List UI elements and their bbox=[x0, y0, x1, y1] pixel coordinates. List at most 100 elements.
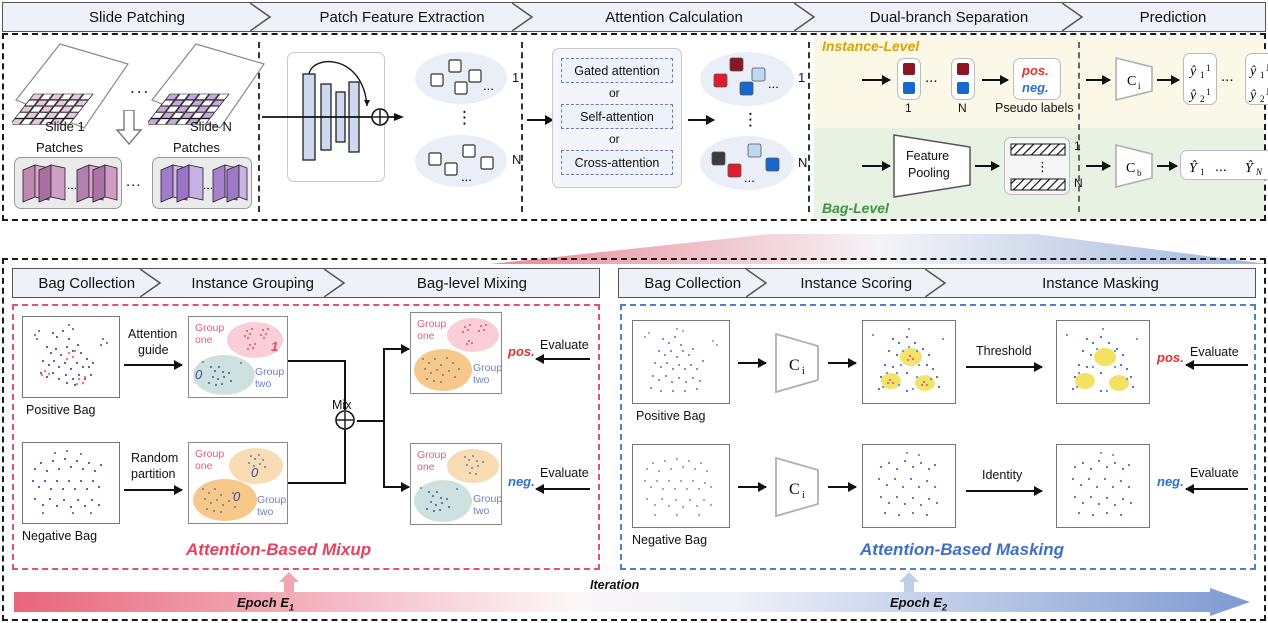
attention-guide-line1: Attention bbox=[128, 327, 178, 341]
masking-positive-bag-label: Positive Bag bbox=[636, 409, 706, 423]
stage-instance-masking[interactable]: Instance Masking bbox=[946, 269, 1255, 297]
stage-label: Instance Masking bbox=[1042, 274, 1159, 292]
stage-label: Attention Calculation bbox=[605, 8, 743, 26]
stage-attention-calculation[interactable]: Attention Calculation bbox=[533, 3, 816, 31]
stage-prediction[interactable]: Prediction bbox=[1083, 3, 1263, 31]
svg-text:C: C bbox=[1126, 161, 1135, 176]
svg-text:...: ... bbox=[461, 169, 472, 184]
instance-outputs-ellipsis: ... bbox=[1221, 68, 1234, 85]
group-two-orange-ellipse bbox=[193, 479, 257, 521]
group-one-l1: Group bbox=[417, 449, 447, 461]
stage-patch-feature-extraction[interactable]: Patch Feature Extraction bbox=[271, 3, 534, 31]
chevron-right-icon bbox=[323, 269, 346, 297]
weighted-bag-n-instances-icon: ... bbox=[711, 143, 780, 185]
slide-1-illustration bbox=[12, 43, 129, 129]
masking-evaluate-pos-label: Evaluate bbox=[1190, 345, 1239, 359]
masked-positive-box bbox=[1056, 320, 1150, 404]
weighted-bag-1-instances-icon: ... bbox=[713, 57, 779, 96]
arrow-posbag-to-classifier bbox=[738, 358, 767, 368]
group-two-l2: two bbox=[255, 377, 272, 390]
chevron-right-icon bbox=[250, 3, 272, 31]
svg-text:1: 1 bbox=[271, 339, 278, 354]
stage-instance-grouping[interactable]: Instance Grouping bbox=[161, 269, 346, 297]
stage-masking-bag-collection[interactable]: Bag Collection bbox=[619, 269, 767, 297]
arrow-classifier-to-scored-pos bbox=[828, 358, 857, 368]
epoch-2-label: Epoch E2 bbox=[890, 595, 947, 613]
epoch-timeline-arrow bbox=[14, 588, 1250, 616]
instance-level-label: Instance-Level bbox=[822, 38, 920, 54]
negative-grouping-box: 0 0 Group one Group two bbox=[188, 442, 288, 524]
bag-feature-1-index: 1 bbox=[1074, 139, 1081, 153]
epoch2-marker-arrow bbox=[899, 572, 919, 592]
option-self-attention[interactable]: Self-attention bbox=[561, 104, 673, 129]
patches-right-label: Patches bbox=[173, 140, 220, 155]
mix-label: Mix bbox=[332, 398, 352, 412]
svg-text:1: 1 bbox=[1206, 87, 1211, 97]
stage-instance-scoring[interactable]: Instance Scoring bbox=[767, 269, 947, 297]
bag-n-instances-icon: ... bbox=[428, 144, 494, 184]
instance-n-neg-square bbox=[957, 82, 969, 94]
stage-slide-patching[interactable]: Slide Patching bbox=[3, 3, 272, 31]
svg-text:0: 0 bbox=[195, 367, 203, 382]
arrow-to-attention bbox=[527, 115, 554, 125]
mixed-neg-teal-ellipse bbox=[414, 480, 472, 522]
group-one-l1: Group bbox=[195, 322, 225, 334]
mix-wire-out-down bbox=[383, 420, 385, 486]
bag-n-index: N bbox=[512, 152, 522, 167]
svg-text:N: N bbox=[1265, 63, 1268, 73]
svg-text:ŷ: ŷ bbox=[1248, 64, 1257, 79]
group-one-l1: Group bbox=[417, 318, 447, 330]
group-two-l2: two bbox=[257, 505, 274, 518]
mixup-evaluate-neg-label: Evaluate bbox=[540, 466, 589, 480]
svg-text:...: ... bbox=[483, 78, 494, 93]
svg-text:...: ... bbox=[1215, 158, 1227, 174]
bag-level-label: Bag-Level bbox=[822, 200, 889, 216]
mixed-negative-box: Group one Group two bbox=[410, 443, 502, 525]
svg-text:b: b bbox=[1137, 168, 1142, 178]
option-gated-attention[interactable]: Gated attention bbox=[561, 58, 673, 83]
arrow-negbag-to-classifier bbox=[738, 482, 767, 492]
residual-add-icon bbox=[262, 108, 404, 126]
arrow-identity bbox=[966, 486, 1043, 496]
mixup-positive-bag-box bbox=[22, 316, 120, 398]
arrow-masking-evaluate-pos bbox=[1185, 360, 1248, 370]
mixup-pos-result-label: pos. bbox=[508, 344, 535, 359]
svg-text:Ŷ: Ŷ bbox=[1189, 159, 1199, 176]
stage-mixup-bag-collection[interactable]: Bag Collection bbox=[13, 269, 161, 297]
svg-text:ŷ: ŷ bbox=[1248, 88, 1257, 103]
stage-dual-branch-separation[interactable]: Dual-branch Separation bbox=[815, 3, 1084, 31]
stage-bag-level-mixing[interactable]: Bag-level Mixing bbox=[345, 269, 599, 297]
arrow-to-feature-pooling bbox=[862, 161, 891, 171]
option-cross-attention[interactable]: Cross-attention bbox=[561, 150, 673, 175]
arrow-classifier-to-scored-neg bbox=[828, 482, 857, 492]
mixup-negative-bag-box bbox=[22, 442, 120, 524]
epoch-1-sub: 1 bbox=[289, 602, 295, 613]
arrow-evaluate-pos bbox=[535, 354, 590, 364]
masking-stage-banner: Bag Collection Instance Scoring Instance… bbox=[618, 268, 1256, 298]
stage-label: Slide Patching bbox=[89, 8, 185, 26]
svg-text:2: 2 bbox=[1260, 94, 1265, 104]
pseudo-labels-box: pos. neg. bbox=[1013, 58, 1061, 100]
epoch-1-label: Epoch E1 bbox=[237, 595, 294, 613]
stage-label: Prediction bbox=[1139, 8, 1207, 26]
arrow-threshold bbox=[966, 362, 1043, 372]
bags-vertical-ellipsis: ⋮ bbox=[456, 108, 473, 127]
svg-text:ŷ: ŷ bbox=[1188, 64, 1197, 79]
instance-1-neg-square bbox=[903, 82, 915, 94]
mixed-positive-box: Group one Group two bbox=[410, 312, 502, 394]
svg-text:i: i bbox=[1138, 81, 1141, 91]
divider-feature-attention bbox=[521, 42, 523, 212]
mixup-title: Attention-Based Mixup bbox=[186, 540, 372, 559]
stage-label: Bag Collection bbox=[38, 274, 136, 292]
svg-text:...: ... bbox=[744, 170, 755, 185]
group-one-l2: one bbox=[195, 333, 213, 346]
chevron-right-icon bbox=[1062, 3, 1084, 31]
divider-slide-feature bbox=[258, 42, 260, 212]
svg-text:N: N bbox=[1255, 167, 1263, 177]
masking-evaluate-neg-label: Evaluate bbox=[1190, 466, 1239, 480]
masking-negative-bag-box bbox=[632, 444, 730, 528]
svg-text:C: C bbox=[1127, 74, 1136, 89]
